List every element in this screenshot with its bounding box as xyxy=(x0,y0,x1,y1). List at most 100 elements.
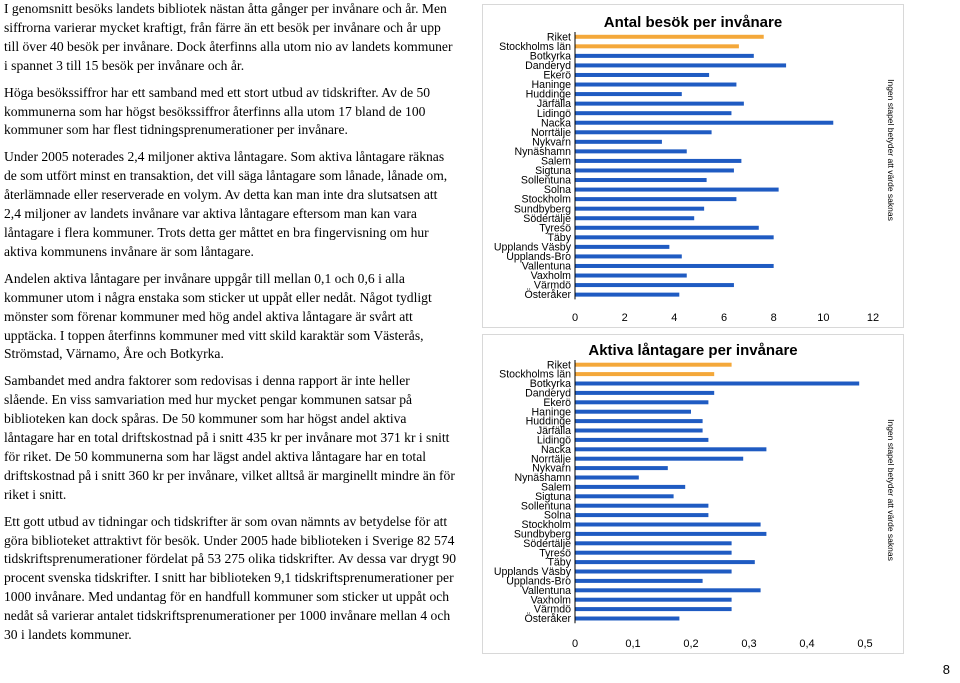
category-label: Sollentuna xyxy=(521,175,571,187)
bar-stockholms-län xyxy=(575,372,715,377)
category-label: Upplands Väsby xyxy=(494,566,572,578)
bar-danderyd xyxy=(575,63,787,68)
category-label: Södertälje xyxy=(523,538,571,550)
bar-värmdö xyxy=(575,607,732,612)
category-label: Riket xyxy=(547,359,571,371)
bar-salem xyxy=(575,158,742,163)
category-label: Lidingö xyxy=(537,108,571,120)
bar-järfälla xyxy=(575,428,703,433)
x-tick-label: 8 xyxy=(771,312,777,324)
bar-vallentuna xyxy=(575,263,774,268)
x-tick-label: 12 xyxy=(867,312,879,324)
chart-panel-visits: Antal besök per invånare Riket Stockholms … xyxy=(482,4,904,328)
bar-täby xyxy=(575,560,755,565)
bar-nynäshamn xyxy=(575,475,639,480)
category-label: Solna xyxy=(544,510,571,522)
category-label: Sundbyberg xyxy=(514,529,571,541)
category-label: Täby xyxy=(547,557,571,569)
x-tick-label: 0,5 xyxy=(857,638,872,650)
bar-tyresö xyxy=(575,225,759,230)
bar-riket xyxy=(575,362,732,367)
category-label: Södertälje xyxy=(523,213,571,225)
category-label: Värmdö xyxy=(534,280,571,292)
category-label: Salem xyxy=(541,482,571,494)
paragraph-cost-relation: Sambandet med andra faktorer som redovis… xyxy=(4,373,455,502)
category-label: Upplands Väsby xyxy=(494,241,572,253)
category-label: Stockholms län xyxy=(499,369,571,381)
paragraph-active-borrowers: Under 2005 noterades 2,4 miljoner aktiva… xyxy=(4,149,448,259)
chart-title: Antal besök per invånare xyxy=(604,14,782,31)
category-label: Sollentuna xyxy=(521,500,571,512)
category-label: Vallentuna xyxy=(522,261,571,273)
paragraph-periodicals-link: Höga besökssiffror har ett samband med e… xyxy=(4,84,431,138)
bar-vallentuna xyxy=(575,588,761,593)
bar-vaxholm xyxy=(575,597,732,602)
bar-nacka xyxy=(575,120,834,125)
bar-vaxholm xyxy=(575,273,687,278)
bar-sundbyberg xyxy=(575,531,767,536)
bar-stockholm xyxy=(575,522,761,527)
bar-sigtuna xyxy=(575,168,734,173)
x-tick-label: 0 xyxy=(572,638,578,650)
visits-chart: Antal besök per invånare RiketStockholms … xyxy=(494,14,896,324)
category-label: Sigtuna xyxy=(535,165,571,177)
bar-sundbyberg xyxy=(575,206,705,211)
bar-nykvarn xyxy=(575,139,662,144)
bar-sollentuna xyxy=(575,503,709,508)
category-label: Salem xyxy=(541,156,571,168)
bar-lidingö xyxy=(575,437,709,442)
chart-panel-active-borrowers: Aktiva låntagare per invånare Riket Stockh… xyxy=(482,334,904,654)
bar-botkyrka xyxy=(575,381,860,386)
missing-value-note: Ingen stapel betyder att värde saknas xyxy=(886,79,896,221)
bar-stockholms-län xyxy=(575,44,739,49)
category-label: Nykvarn xyxy=(532,136,571,148)
category-label: Norrtälje xyxy=(531,127,571,139)
category-label: Upplands-Bro xyxy=(506,576,571,588)
category-label: Tyresö xyxy=(539,222,571,234)
category-label: Sigtuna xyxy=(535,491,571,503)
bar-södertälje xyxy=(575,541,732,546)
category-label: Österåker xyxy=(524,613,571,625)
category-label: Norrtälje xyxy=(531,453,571,465)
x-tick-label: 10 xyxy=(817,312,829,324)
bar-salem xyxy=(575,484,686,489)
bar-upplands-väsby xyxy=(575,244,670,249)
category-label: Ekerö xyxy=(543,397,571,409)
bar-norrtälje xyxy=(575,456,744,461)
category-label: Botkyrka xyxy=(530,50,571,62)
x-tick-label: 6 xyxy=(721,312,727,324)
category-label: Värmdö xyxy=(534,604,571,616)
x-tick-label: 0,3 xyxy=(741,638,756,650)
category-label: Tyresö xyxy=(539,547,571,559)
bar-stockholm xyxy=(575,197,737,202)
bar-upplands-bro xyxy=(575,254,682,259)
paragraph-periodical-subscriptions: Ett gott utbud av tidningar och tidskrif… xyxy=(4,513,457,643)
bar-riket xyxy=(575,34,764,39)
bar-lidingö xyxy=(575,111,732,116)
bar-österåker xyxy=(575,292,680,297)
category-label: Nacka xyxy=(541,444,571,456)
bar-sollentuna xyxy=(575,178,707,183)
bar-upplands-väsby xyxy=(575,569,732,574)
category-label: Upplands-Bro xyxy=(506,251,571,263)
bar-haninge xyxy=(575,82,737,87)
bar-danderyd xyxy=(575,390,715,395)
bar-norrtälje xyxy=(575,130,712,135)
bar-täby xyxy=(575,235,774,240)
category-label: Botkyrka xyxy=(530,378,571,390)
x-tick-label: 4 xyxy=(671,312,677,324)
category-label: Ekerö xyxy=(543,70,571,82)
bar-solna xyxy=(575,513,709,518)
category-label: Nacka xyxy=(541,117,571,129)
x-tick-label: 0,1 xyxy=(625,638,640,650)
bar-österåker xyxy=(575,616,680,621)
bar-södertälje xyxy=(575,216,695,221)
category-label: Vaxholm xyxy=(531,270,572,282)
paragraph-visits: I genomsnitt besöks landets bibliotek nä… xyxy=(4,1,453,73)
x-tick-label: 0 xyxy=(572,312,578,324)
category-label: Haninge xyxy=(532,79,572,91)
category-label: Vaxholm xyxy=(531,594,572,606)
category-label: Täby xyxy=(547,232,571,244)
bar-ekerö xyxy=(575,72,710,77)
category-label: Stockholm xyxy=(522,519,572,531)
